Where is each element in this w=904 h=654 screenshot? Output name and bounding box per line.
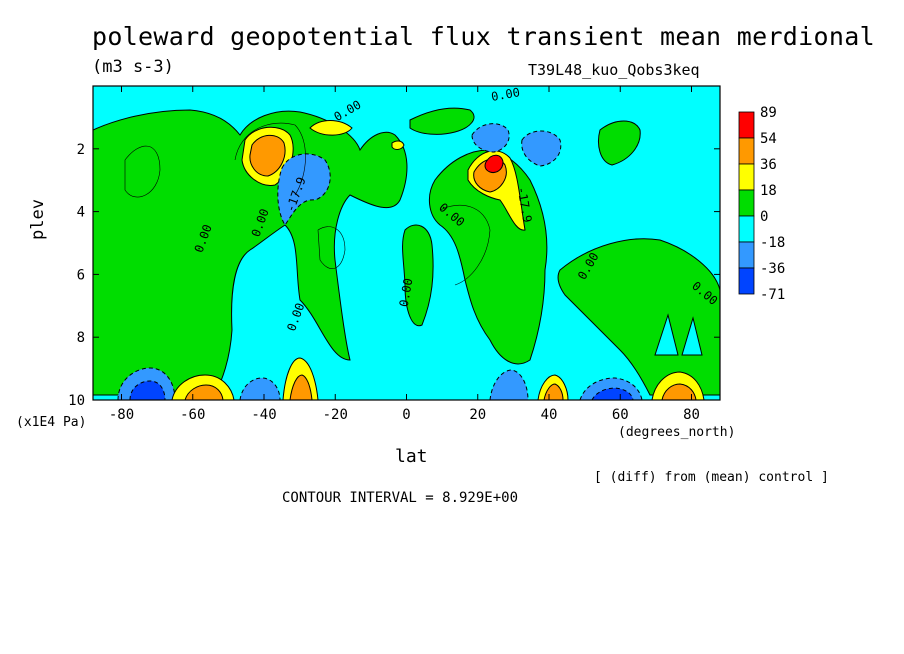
x-tick-label: 80 <box>683 407 700 423</box>
x-tick-label: -80 <box>109 407 134 423</box>
colorbar: 89 54 36 18 0 -18 -36 -71 <box>738 105 785 303</box>
x-axis-units: (degrees_north) <box>618 425 736 440</box>
fill-pos-region-far-east <box>557 238 720 396</box>
diff-note: [ (diff) from (mean) control ] <box>594 470 829 485</box>
fill-pos-region-midlat <box>409 107 475 135</box>
y-tick-label: 4 <box>77 205 85 221</box>
y-tick-label: 2 <box>77 142 85 158</box>
fill-min-nh-upper-a <box>471 123 510 153</box>
fill-pos-region-nh-upper <box>598 120 641 166</box>
fill-pos-triangle-b <box>681 316 703 356</box>
y-tick-label: 8 <box>77 330 85 346</box>
fill-sfc-max-sh-60-inner <box>184 384 224 400</box>
x-tick-label: 0 <box>402 407 410 423</box>
x-axis-label: lat <box>395 446 428 467</box>
colorbar-label: 18 <box>760 183 777 199</box>
x-tick-label: 40 <box>541 407 558 423</box>
fill-sfc-min-sh-polar-inner <box>129 380 166 400</box>
y-tick-label: 6 <box>77 267 85 283</box>
x-axis: -80 -60 -40 -20 0 20 40 60 80 <box>109 86 700 423</box>
colorbar-label: -18 <box>760 235 785 251</box>
colorbar-label: -71 <box>760 287 785 303</box>
colorbar-swatch <box>738 111 755 139</box>
y-axis: 2 4 6 8 10 <box>68 142 720 409</box>
contour-fields <box>93 86 720 400</box>
x-tick-label: 20 <box>469 407 486 423</box>
fill-max-sh-upper-inner <box>249 134 286 177</box>
colorbar-swatch <box>738 267 755 295</box>
fill-max-sh-top-outer <box>309 120 353 136</box>
colorbar-label: 54 <box>760 131 777 147</box>
fill-min-nh-upper-b <box>521 130 562 167</box>
colorbar-swatch <box>738 137 755 165</box>
colorbar-label: 89 <box>760 105 777 121</box>
units-label: (m3 s-3) <box>92 57 174 77</box>
colorbar-swatch <box>738 241 755 269</box>
fill-max-nh-upper-inner <box>484 154 504 173</box>
fill-sfc-min-nh-25 <box>489 369 529 400</box>
fill-sfc-max-nh-76-inner <box>661 383 697 400</box>
x-tick-label: -40 <box>251 407 276 423</box>
colorbar-swatch <box>738 189 755 217</box>
contour-label: 0.00 <box>490 85 521 104</box>
colorbar-label: 0 <box>760 209 768 225</box>
run-name: T39L48_kuo_Qobs3keq <box>528 61 700 79</box>
fill-pos-region-mid <box>402 224 434 327</box>
colorbar-label: 36 <box>760 157 777 173</box>
y-axis-label: plev <box>28 199 48 240</box>
fill-pos-triangle-a <box>654 313 679 356</box>
x-tick-label: -60 <box>180 407 205 423</box>
chart-title: poleward geopotential flux transient mea… <box>92 22 875 51</box>
contour-label: -17.9 <box>514 186 534 224</box>
x-tick-label: 60 <box>612 407 629 423</box>
fill-max-equator-small <box>391 140 405 150</box>
fill-sfc-min-sh-40 <box>239 377 281 400</box>
y-axis-units: (x1E4 Pa) <box>16 415 87 430</box>
y-tick-label: 10 <box>68 393 85 409</box>
x-tick-label: -20 <box>323 407 348 423</box>
contour-label: 0.00 <box>397 277 416 308</box>
contour-interval: CONTOUR INTERVAL = 8.929E+00 <box>282 490 519 506</box>
fill-sfc-max-sh-30-inner <box>289 374 313 400</box>
fill-sfc-min-nh-62-inner <box>591 387 634 400</box>
colorbar-swatch <box>738 215 755 243</box>
fill-min-sh-upper <box>277 153 331 226</box>
colorbar-label: -36 <box>760 261 785 277</box>
colorbar-swatch <box>738 163 755 191</box>
